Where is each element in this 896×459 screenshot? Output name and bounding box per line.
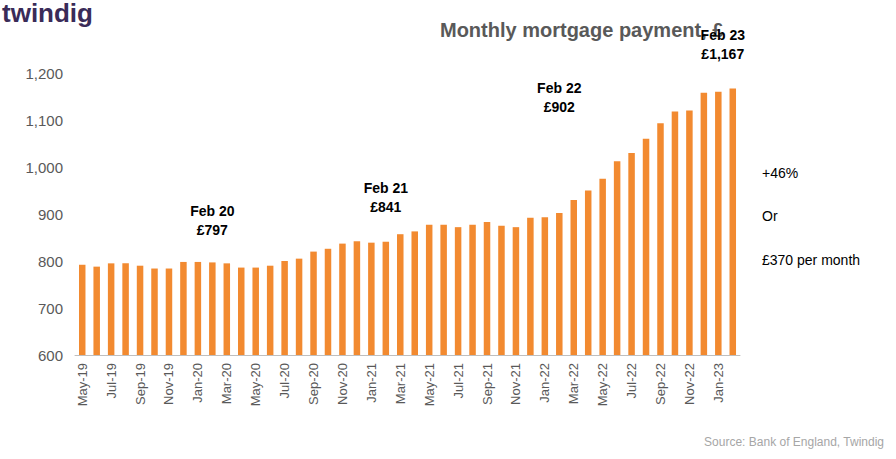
svg-text:Nov-19: Nov-19 — [161, 363, 176, 405]
svg-text:Feb 20: Feb 20 — [190, 203, 235, 219]
svg-text:1,100: 1,100 — [25, 112, 63, 129]
svg-text:Feb 23: Feb 23 — [701, 27, 746, 43]
svg-text:May-20: May-20 — [248, 363, 263, 406]
svg-text:Jul-22: Jul-22 — [624, 363, 639, 398]
svg-text:Sep-19: Sep-19 — [133, 363, 148, 405]
svg-text:Feb 21: Feb 21 — [364, 180, 409, 196]
svg-text:Mar-20: Mar-20 — [219, 363, 234, 404]
svg-text:Nov-22: Nov-22 — [682, 363, 697, 405]
svg-text:£370 per month: £370 per month — [762, 252, 860, 268]
svg-text:Jul-21: Jul-21 — [451, 363, 466, 398]
svg-text:+46%: +46% — [762, 165, 798, 181]
svg-text:Sep-20: Sep-20 — [306, 363, 321, 405]
svg-text:Sep-22: Sep-22 — [653, 363, 668, 405]
svg-text:Or: Or — [762, 208, 778, 224]
svg-text:Mar-21: Mar-21 — [393, 363, 408, 404]
svg-text:Monthly mortgage payment, £: Monthly mortgage payment, £ — [440, 19, 723, 41]
svg-text:900: 900 — [38, 206, 63, 223]
svg-text:800: 800 — [38, 253, 63, 270]
svg-text:£797: £797 — [197, 222, 228, 238]
svg-text:Sep-21: Sep-21 — [480, 363, 495, 405]
svg-text:1,000: 1,000 — [25, 159, 63, 176]
svg-text:twindig: twindig — [2, 0, 93, 28]
svg-text:Nov-21: Nov-21 — [508, 363, 523, 405]
svg-text:Nov-20: Nov-20 — [335, 363, 350, 405]
svg-text:600: 600 — [38, 347, 63, 364]
svg-text:Jan-21: Jan-21 — [364, 363, 379, 403]
svg-text:Feb 22: Feb 22 — [537, 80, 582, 96]
svg-text:Jan-20: Jan-20 — [190, 363, 205, 403]
svg-text:£902: £902 — [544, 99, 575, 115]
svg-text:£841: £841 — [370, 199, 401, 215]
svg-text:Mar-22: Mar-22 — [566, 363, 581, 404]
svg-text:£1,167: £1,167 — [701, 46, 744, 62]
svg-text:Jul-20: Jul-20 — [277, 363, 292, 398]
svg-text:700: 700 — [38, 300, 63, 317]
svg-text:May-22: May-22 — [595, 363, 610, 406]
svg-text:1,200: 1,200 — [25, 65, 63, 82]
svg-text:Jul-19: Jul-19 — [104, 363, 119, 398]
svg-text:May-19: May-19 — [75, 363, 90, 406]
svg-text:May-21: May-21 — [422, 363, 437, 406]
svg-text:Jan-23: Jan-23 — [711, 363, 726, 403]
svg-text:Source: Bank of England, Twind: Source: Bank of England, Twindig — [704, 435, 884, 449]
svg-text:Jan-22: Jan-22 — [537, 363, 552, 403]
